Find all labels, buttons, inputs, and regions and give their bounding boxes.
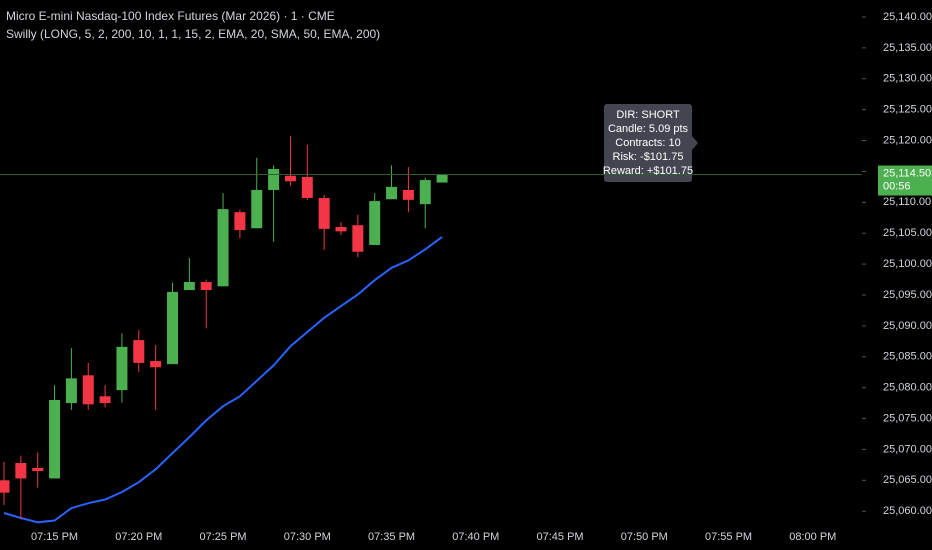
candle-body xyxy=(369,201,381,245)
y-tick-label: 25,090.00 xyxy=(883,320,932,332)
candle-body xyxy=(133,340,145,363)
candle-body xyxy=(402,189,414,200)
x-tick-label: 08:00 PM xyxy=(789,531,836,543)
candle-body xyxy=(284,175,296,182)
tooltip-box xyxy=(604,104,692,182)
y-tick-label: 25,080.00 xyxy=(883,382,932,394)
candle-body xyxy=(318,197,330,229)
candle-body xyxy=(82,375,94,405)
candle-body xyxy=(99,396,111,404)
candle-body xyxy=(335,227,347,232)
x-tick-label: 07:40 PM xyxy=(452,531,499,543)
candle-body xyxy=(234,212,246,231)
candle-body xyxy=(436,174,448,183)
y-tick-label: 25,075.00 xyxy=(883,412,932,424)
x-tick-label: 07:15 PM xyxy=(31,531,78,543)
plot xyxy=(0,16,866,524)
y-tick-label: 25,085.00 xyxy=(883,351,932,363)
tooltip-arrow xyxy=(692,136,698,150)
candle-body xyxy=(0,480,10,493)
y-tick-label: 25,130.00 xyxy=(883,73,932,85)
candle-body xyxy=(419,180,431,205)
candle-body xyxy=(251,189,263,229)
candle-body xyxy=(200,282,212,291)
x-tick-label: 07:25 PM xyxy=(200,531,247,543)
y-tick-label: 25,095.00 xyxy=(883,289,932,301)
x-tick-label: 07:20 PM xyxy=(115,531,162,543)
y-tick-label: 25,120.00 xyxy=(883,134,932,146)
candle-body xyxy=(32,467,44,472)
tooltip-line: Reward: +$101.75 xyxy=(603,165,693,177)
last-price-box xyxy=(878,165,932,196)
y-tick-label: 25,105.00 xyxy=(883,227,932,239)
candle-body xyxy=(116,346,128,391)
y-tick-label: 25,140.00 xyxy=(883,11,932,23)
ema-line xyxy=(3,236,443,524)
candle-body xyxy=(268,168,280,190)
last-price-label: 25,114.50 xyxy=(883,167,931,179)
x-tick-label: 07:35 PM xyxy=(368,531,415,543)
candle-body xyxy=(49,399,61,479)
tooltip-line: Risk: -$101.75 xyxy=(613,151,684,163)
y-tick-label: 25,110.00 xyxy=(883,196,931,208)
y-tick-label: 25,060.00 xyxy=(883,505,932,517)
x-tick-label: 07:30 PM xyxy=(284,531,331,543)
chart-title: Micro E-mini Nasdaq-100 Index Futures (M… xyxy=(6,9,335,23)
x-tick-label: 07:55 PM xyxy=(705,531,752,543)
candle-body xyxy=(15,463,27,479)
candle-body xyxy=(65,378,77,404)
indicator-label: Swilly (LONG, 5, 2, 200, 10, 1, 1, 15, 2… xyxy=(6,27,380,41)
candle-body xyxy=(183,282,195,291)
candle-body xyxy=(386,186,398,200)
x-tick-label: 07:45 PM xyxy=(537,531,584,543)
tooltip-line: DIR: SHORT xyxy=(616,109,680,121)
countdown: 00:56 xyxy=(883,180,911,192)
candle-body xyxy=(217,209,229,287)
y-tick-label: 25,100.00 xyxy=(883,258,932,270)
tooltip-line: Candle: 5.09 pts xyxy=(608,123,689,135)
candle-body xyxy=(167,291,178,365)
y-tick-label: 25,065.00 xyxy=(883,474,932,486)
y-tick-label: 25,125.00 xyxy=(883,104,932,116)
candle-body xyxy=(301,176,313,198)
y-tick-label: 25,070.00 xyxy=(883,443,932,455)
tooltip xyxy=(604,104,698,182)
candle-body xyxy=(352,225,364,252)
candle-body xyxy=(150,361,162,368)
tooltip-line: Contracts: 10 xyxy=(615,137,680,149)
y-tick-label: 25,135.00 xyxy=(883,42,932,54)
x-tick-label: 07:50 PM xyxy=(621,531,668,543)
